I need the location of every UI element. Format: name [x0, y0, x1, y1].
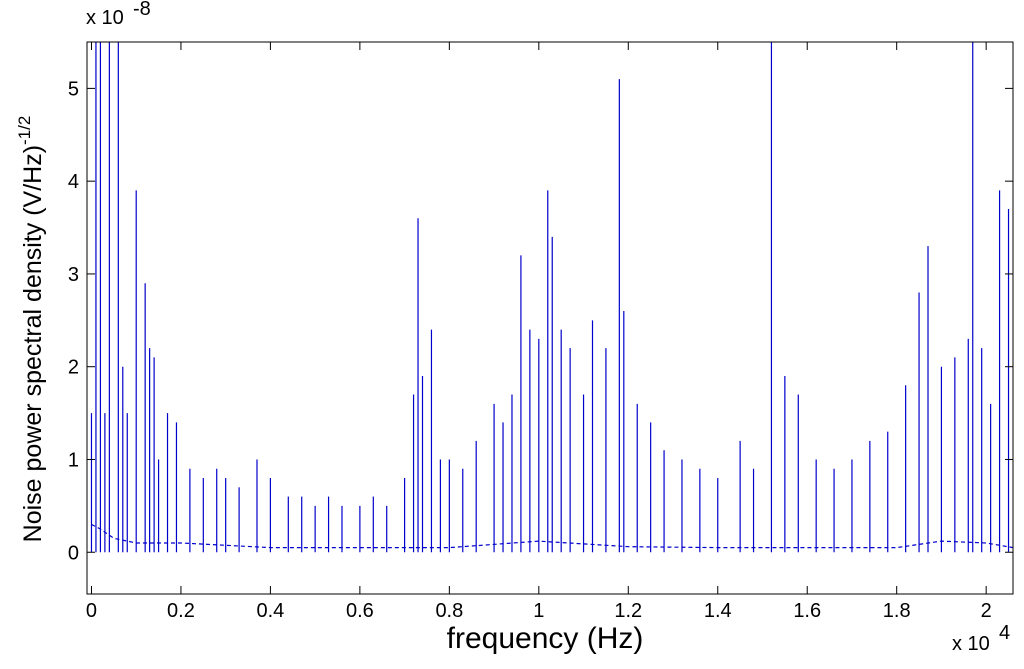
x-tick-label: 0.2 [167, 600, 195, 622]
y-tick-label: 3 [68, 264, 79, 286]
x-tick-label: 1.2 [614, 600, 642, 622]
x-tick-label: 0.8 [435, 600, 463, 622]
x-axis-title: frequency (Hz) [447, 622, 644, 655]
x-tick-label: 1.8 [883, 600, 911, 622]
y-axis-title: Noise power spectral density (V/Hz)-1/2 [15, 116, 47, 543]
x-ticks: 0 0.2 0.4 0.6 0.8 1 1.2 1.4 1.6 1.8 2 [86, 42, 992, 622]
x-multiplier-label: x 10 [952, 633, 990, 655]
y-tick-label: 5 [68, 78, 79, 100]
x-tick-label: 2 [981, 600, 992, 622]
x-tick-label: 0 [86, 600, 97, 622]
plot-frame [86, 41, 1014, 595]
x-tick-label: 1 [533, 600, 544, 622]
y-tick-label: 4 [68, 171, 79, 193]
x-tick-label: 0.6 [346, 600, 374, 622]
y-axis-title-exponent: -1/2 [15, 116, 34, 145]
x-tick-label: 1.6 [793, 600, 821, 622]
x-tick-label: 1.4 [704, 600, 732, 622]
y-multiplier-exponent: -8 [133, 0, 151, 20]
y-tick-label: 2 [68, 357, 79, 379]
x-multiplier-exponent: 4 [999, 622, 1010, 644]
y-ticks: 0 1 2 3 4 5 [68, 78, 1013, 564]
noise-floor-line [91, 523, 1014, 549]
y-tick-label: 0 [68, 542, 79, 564]
x-tick-label: 0.4 [257, 600, 285, 622]
plot-background [87, 42, 1013, 594]
data-layer [90, 42, 1014, 553]
y-tick-label: 1 [68, 449, 79, 471]
y-axis-title-group: Noise power spectral density (V/Hz)-1/2 [15, 116, 47, 543]
y-axis-title-main: Noise power spectral density (V/Hz) [19, 145, 47, 542]
y-multiplier-label: x 10 [86, 7, 124, 29]
